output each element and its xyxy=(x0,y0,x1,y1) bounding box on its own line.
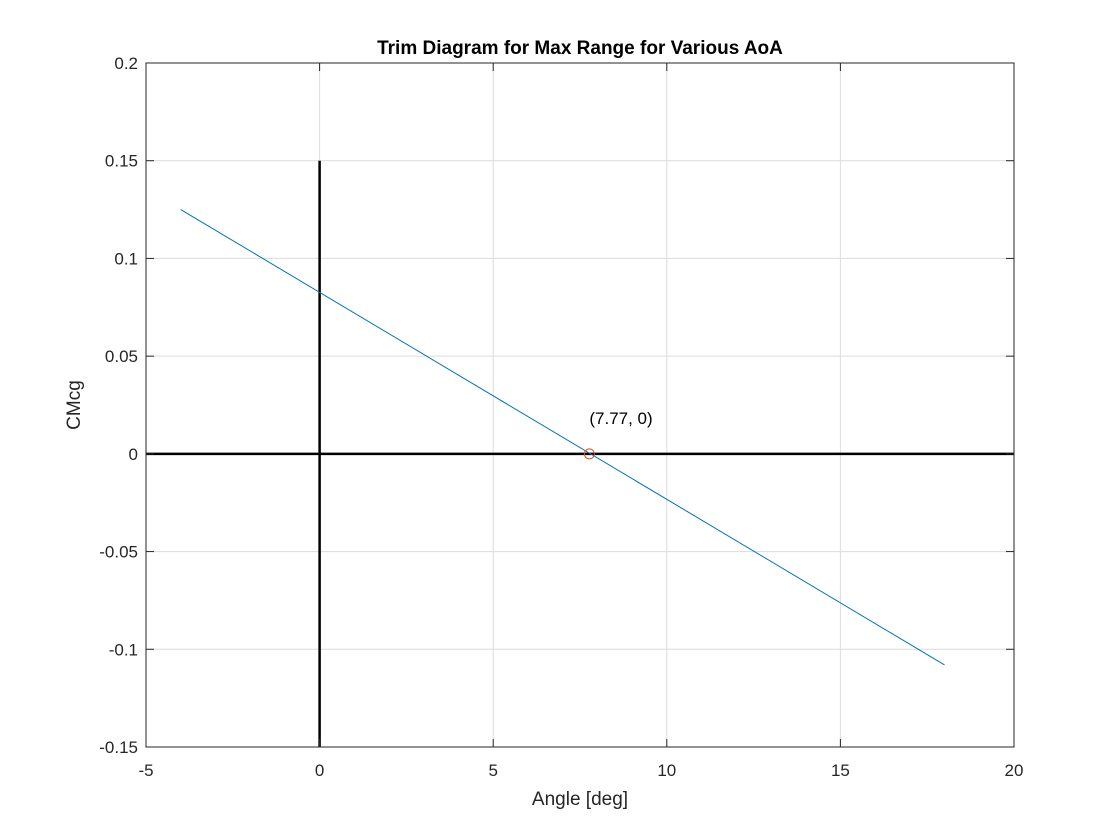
y-axis-title: CMcg xyxy=(64,380,85,430)
y-tick-label: 0.15 xyxy=(105,152,138,171)
y-tick-label: -0.15 xyxy=(99,738,138,757)
trim-point-annotation: (7.77, 0) xyxy=(589,409,652,428)
y-tick-label: 0.1 xyxy=(114,249,138,268)
y-tick-label: 0 xyxy=(129,445,138,464)
x-tick-label: 20 xyxy=(1005,761,1024,780)
y-tick-label: -0.1 xyxy=(109,640,138,659)
x-tick-label: 15 xyxy=(831,761,850,780)
y-tick-labels: -0.15 -0.1 -0.05 0 0.05 0.1 0.15 0.2 xyxy=(99,54,138,757)
x-tick-label: 0 xyxy=(315,761,324,780)
series-line xyxy=(180,209,945,666)
y-tick-label: 0.2 xyxy=(114,54,138,73)
plot-area-border xyxy=(145,62,1015,748)
x-tick-labels: -5 0 5 10 15 20 xyxy=(138,761,1023,780)
trim-point-marker xyxy=(583,448,595,460)
y-tick-label: -0.05 xyxy=(99,543,138,562)
x-tick-label: -5 xyxy=(138,761,153,780)
x-tick-label: 10 xyxy=(657,761,676,780)
chart-title: Trim Diagram for Max Range for Various A… xyxy=(377,38,783,59)
x-axis-title: Angle [deg] xyxy=(532,789,628,810)
plot-area-background xyxy=(146,63,1014,747)
reference-lines xyxy=(146,160,1014,747)
y-tick-label: 0.05 xyxy=(105,347,138,366)
annotations-group: (7.77, 0) xyxy=(589,409,652,428)
x-tick-label: 5 xyxy=(488,761,497,780)
series-group xyxy=(180,209,945,666)
tick-marks xyxy=(145,62,1015,748)
markers-group xyxy=(583,448,595,460)
